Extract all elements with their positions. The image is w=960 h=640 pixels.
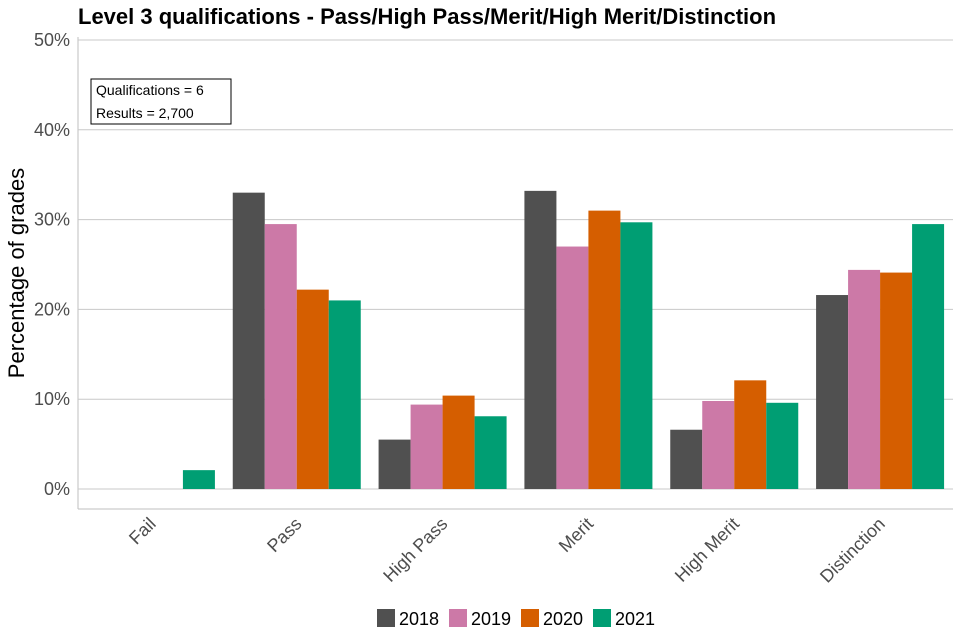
legend-swatch-2020 [521, 609, 539, 627]
legend-label-2021: 2021 [615, 609, 655, 629]
x-tick-label: High Merit [671, 514, 743, 586]
bar-2020-merit [588, 210, 621, 489]
bar-2019-high-pass [410, 404, 443, 489]
grid-layer: 0% 10% 20% 30% 40% 50% [34, 30, 953, 510]
legend-swatch-2019 [449, 609, 467, 627]
bar-2021-high-pass [474, 416, 507, 489]
legend: 2018 2019 2020 2021 [377, 609, 655, 629]
bar-2019-distinction [848, 269, 881, 489]
y-axis-label: Percentage of grades [4, 168, 29, 378]
bar-2018-distinction [816, 295, 849, 489]
bar-2020-distinction [880, 272, 913, 489]
legend-swatch-2021 [593, 609, 611, 627]
bar-2019-high-merit [702, 400, 735, 489]
y-tick-label: 30% [34, 210, 70, 230]
annotation-box: Qualifications = 6 Results = 2,700 [90, 78, 232, 125]
legend-label-2020: 2020 [543, 609, 583, 629]
legend-swatch-2018 [377, 609, 395, 627]
bar-2019-pass [264, 224, 297, 489]
bars-layer [182, 190, 945, 489]
bar-2018-merit [524, 190, 557, 489]
y-tick-label: 20% [34, 299, 70, 319]
annotation-qualifications: Qualifications = 6 [96, 82, 204, 98]
x-tick-label: Fail [125, 514, 160, 549]
bar-2021-pass [328, 300, 361, 489]
bar-2021-merit [620, 222, 653, 489]
bar-2020-high-pass [442, 395, 475, 489]
x-tick-label: High Pass [379, 514, 451, 586]
x-ticks-layer: Fail Pass High Pass Merit High Merit Distinct… [125, 514, 889, 587]
bar-2021-high-merit [766, 402, 799, 489]
annotation-frame [90, 78, 232, 125]
bar-2020-pass [296, 289, 329, 489]
bar-2018-high-merit [670, 429, 703, 489]
chart-title: Level 3 qualifications - Pass/High Pass/… [78, 4, 776, 29]
bar-2018-high-pass [378, 439, 411, 489]
bar-2021-distinction [912, 224, 945, 489]
legend-label-2019: 2019 [471, 609, 511, 629]
bar-2018-pass [232, 192, 265, 489]
y-tick-label: 0% [44, 479, 70, 499]
x-tick-label: Distinction [816, 514, 889, 587]
bar-2019-merit [556, 246, 589, 489]
y-tick-label: 10% [34, 389, 70, 409]
legend-label-2018: 2018 [399, 609, 439, 629]
bar-2021-fail [182, 470, 215, 489]
y-tick-label: 50% [34, 30, 70, 50]
annotation-results: Results = 2,700 [96, 105, 194, 121]
y-tick-label: 40% [34, 120, 70, 140]
x-tick-label: Pass [263, 514, 305, 556]
bar-2020-high-merit [734, 380, 767, 489]
x-tick-label: Merit [555, 514, 597, 556]
